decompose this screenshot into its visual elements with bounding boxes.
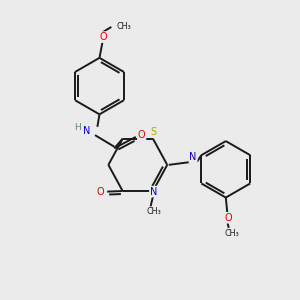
- Text: CH₃: CH₃: [117, 22, 131, 31]
- Text: N: N: [189, 152, 197, 162]
- Text: N: N: [83, 126, 90, 136]
- Text: O: O: [99, 32, 107, 42]
- Text: O: O: [225, 213, 232, 223]
- Text: O: O: [138, 130, 146, 140]
- Text: CH₃: CH₃: [146, 207, 161, 216]
- Text: O: O: [97, 187, 104, 197]
- Text: H: H: [74, 123, 81, 132]
- Text: S: S: [151, 127, 157, 137]
- Text: CH₃: CH₃: [224, 229, 239, 238]
- Text: N: N: [150, 187, 157, 196]
